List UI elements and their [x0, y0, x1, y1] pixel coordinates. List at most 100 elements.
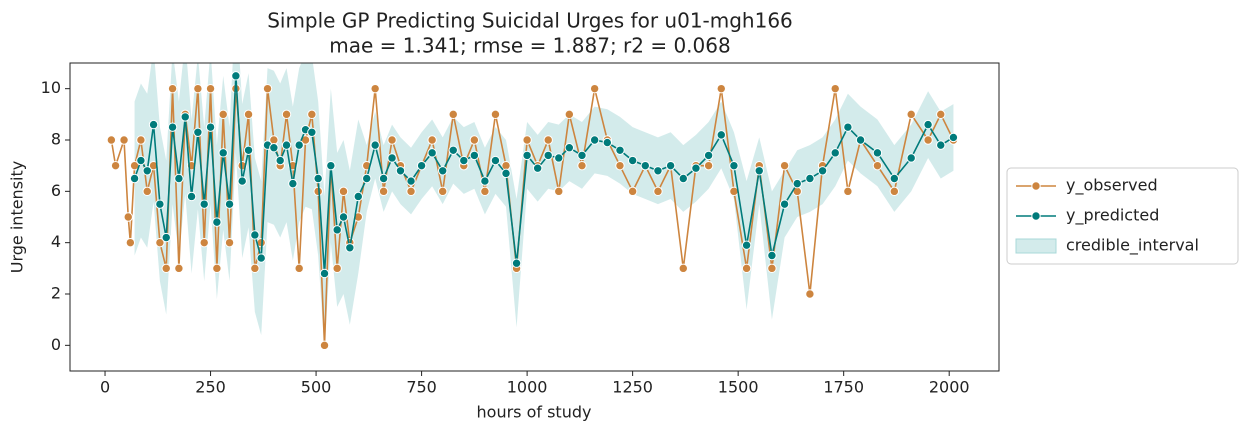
- legend-marker: [1031, 181, 1041, 191]
- data-point: [427, 135, 437, 145]
- data-point: [205, 122, 216, 132]
- data-point: [437, 186, 448, 197]
- data-point: [199, 199, 209, 209]
- data-point: [136, 135, 146, 145]
- legend-label: y_observed: [1066, 176, 1158, 196]
- data-point: [125, 237, 136, 248]
- data-point: [678, 173, 688, 184]
- data-point: [627, 186, 638, 197]
- y-tick-label: 6: [51, 181, 61, 200]
- data-point: [186, 191, 197, 202]
- data-point: [501, 168, 511, 179]
- data-point: [480, 176, 490, 186]
- x-tick-label: 1500: [718, 378, 759, 397]
- data-point: [532, 163, 543, 173]
- data-point: [741, 240, 752, 250]
- data-point: [615, 160, 625, 171]
- data-point: [250, 230, 260, 240]
- data-point: [338, 186, 349, 197]
- data-point: [288, 178, 298, 189]
- axes: 0 250 500 750 1000 1250 1500 1750 2000 0 2 4 6 8 10: [41, 78, 970, 396]
- data-point: [406, 176, 416, 186]
- data-point: [119, 135, 129, 145]
- data-point: [406, 186, 416, 197]
- data-point: [805, 289, 815, 299]
- y-tick-label: 2: [51, 284, 61, 303]
- data-point: [855, 135, 866, 145]
- data-point: [148, 160, 159, 171]
- data-point: [923, 119, 933, 130]
- y-tick-label: 0: [51, 335, 61, 354]
- data-point: [577, 160, 587, 171]
- data-point: [554, 153, 564, 163]
- data-point: [237, 176, 247, 186]
- data-point: [250, 263, 260, 274]
- x-tick-label: 500: [301, 378, 332, 397]
- data-point: [378, 173, 389, 184]
- data-point: [395, 166, 406, 176]
- data-point: [511, 258, 522, 268]
- data-point: [767, 250, 777, 261]
- data-point: [843, 186, 853, 197]
- y-axis-label: Urge intensity: [8, 161, 27, 273]
- data-point: [948, 132, 959, 143]
- x-tick-label: 1250: [612, 378, 653, 397]
- x-tick-label: 750: [406, 378, 437, 397]
- data-point: [830, 83, 840, 94]
- data-point: [469, 135, 480, 145]
- x-tick-label: 1750: [823, 378, 864, 397]
- data-point: [370, 83, 380, 94]
- data-point: [353, 191, 363, 202]
- data-point: [218, 148, 228, 158]
- data-point: [294, 263, 304, 274]
- data-point: [653, 186, 663, 197]
- x-tick-label: 1000: [507, 378, 548, 397]
- data-point: [665, 160, 676, 171]
- data-point: [564, 143, 575, 153]
- data-point: [319, 340, 330, 351]
- data-point: [243, 145, 254, 155]
- data-point: [155, 237, 165, 248]
- series-line: [133, 75, 954, 274]
- data-point: [106, 135, 117, 145]
- data-point: [554, 186, 564, 197]
- data-point: [923, 135, 933, 145]
- data-point: [779, 199, 790, 209]
- data-point: [212, 263, 222, 274]
- data-point: [326, 160, 336, 171]
- data-point: [307, 109, 317, 120]
- data-point: [522, 150, 532, 161]
- data-point: [387, 135, 397, 145]
- data-point: [155, 199, 165, 209]
- x-tick-label: 250: [195, 378, 226, 397]
- data-point: [294, 140, 304, 150]
- data-point: [129, 173, 140, 184]
- data-point: [729, 160, 739, 171]
- data-point: [338, 212, 349, 222]
- chart-subtitle: mae = 1.341; rmse = 1.887; r2 = 0.068: [329, 34, 730, 58]
- y-tick-label: 10: [41, 78, 61, 97]
- data-point: [224, 237, 235, 248]
- data-point: [843, 122, 853, 132]
- data-point: [678, 263, 688, 274]
- data-point: [275, 155, 285, 166]
- data-point: [142, 186, 152, 197]
- data-point: [490, 109, 501, 120]
- x-axis-label: hours of study: [477, 403, 592, 422]
- data-point: [716, 83, 726, 94]
- data-point: [716, 130, 726, 140]
- data-point: [345, 243, 355, 253]
- data-point: [490, 155, 501, 166]
- data-point: [830, 148, 840, 158]
- data-point: [378, 186, 389, 197]
- x-tick-label: 2000: [929, 378, 970, 397]
- data-point: [754, 166, 764, 176]
- credible-band: [134, 63, 954, 351]
- data-point: [180, 112, 190, 122]
- chart-title: Simple GP Predicting Suicidal Urges for …: [267, 9, 793, 33]
- data-point: [703, 160, 714, 171]
- data-point: [313, 173, 323, 184]
- data-point: [193, 127, 203, 138]
- data-point: [243, 109, 254, 120]
- data-point: [691, 163, 701, 173]
